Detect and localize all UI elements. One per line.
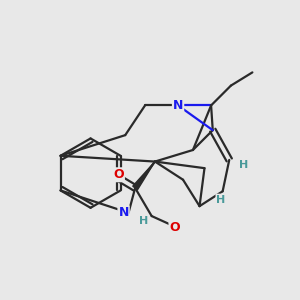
Text: N: N <box>118 206 129 219</box>
Text: N: N <box>173 99 183 112</box>
Text: O: O <box>113 168 124 181</box>
Text: H: H <box>139 216 148 226</box>
Text: O: O <box>169 221 180 234</box>
Text: H: H <box>239 160 249 170</box>
Text: H: H <box>216 194 226 205</box>
Polygon shape <box>133 162 155 190</box>
